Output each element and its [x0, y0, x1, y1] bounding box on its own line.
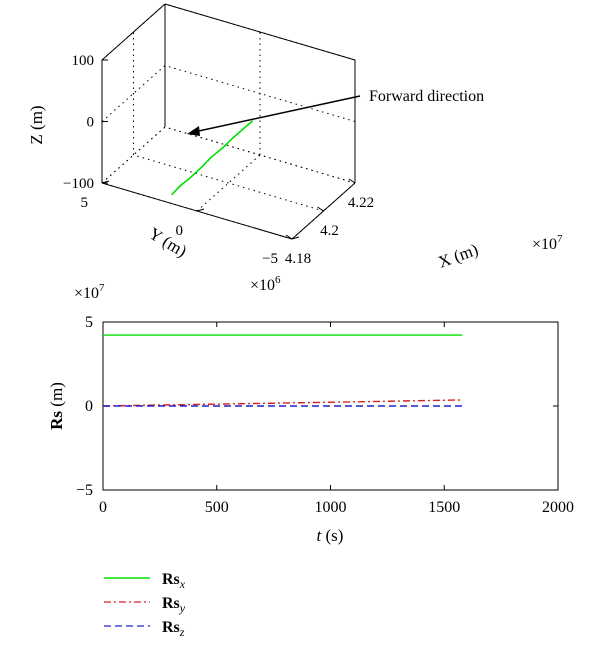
legend-label-rsz-sub: z — [179, 625, 185, 639]
x-axis-multiplier-exponent: 7 — [557, 233, 563, 245]
x-tick-label-2d: 2000 — [542, 499, 574, 516]
y-tick-mark — [291, 236, 300, 240]
tick-labels-3d: −100 0 100 −5 0 5 4.18 4.2 4.22 — [63, 53, 374, 267]
y-scale-multiplier-2d-base: ×10 — [74, 285, 99, 302]
legend-label-rsx: Rsx — [162, 571, 186, 591]
x-axis-label: X (m) — [436, 240, 481, 272]
x-axis-multiplier-base: ×10 — [532, 236, 557, 253]
legend-label-rsz: Rsz — [162, 619, 185, 639]
y-tick-mark — [101, 180, 110, 184]
x-tick-label-2d: 0 — [99, 499, 107, 516]
x-tick-label-2d: 1000 — [315, 499, 347, 516]
z-tick-label: 100 — [72, 53, 95, 69]
ticks-2d: 0 500 1000 1500 2000 −5 0 5 — [76, 314, 574, 516]
y-scale-multiplier-2d: ×107 — [74, 282, 105, 302]
x-tick-mark — [348, 178, 356, 184]
y-axis-label-2d-unit: (m) — [47, 382, 66, 411]
legend-label-rsy-main: Rs — [162, 595, 180, 612]
y-tick-label-2d: 5 — [85, 314, 93, 331]
y-tick-label: 0 — [176, 223, 184, 239]
x-tick-label: 4.18 — [285, 251, 311, 267]
grid-3d — [101, 3, 356, 240]
x-tick-label-2d: 500 — [205, 499, 229, 516]
x-axis-label-2d: t (s) — [317, 526, 344, 545]
series-line-rsy — [102, 399, 463, 407]
x-tick-label: 4.2 — [320, 223, 339, 239]
x-tick-mark — [317, 206, 324, 212]
x-axis-label-2d-variable: t — [317, 526, 323, 545]
y-tick-label-2d: −5 — [76, 482, 93, 499]
legend-label-rsy-sub: y — [179, 601, 186, 615]
y-axis-label-2d: Rs (m) — [47, 382, 66, 430]
y-axis-multiplier: ×106 — [250, 274, 281, 294]
z-tick-label: 0 — [87, 115, 95, 131]
grid-line-floor-x — [133, 154, 324, 212]
y-tick-label: −5 — [262, 251, 278, 267]
chart-2d: ×107 0 500 1000 1500 2000 −5 0 5 Rs (m) t (s) — [47, 282, 574, 545]
legend: Rsx Rsy Rsz — [104, 571, 186, 639]
y-tick-mark — [196, 208, 205, 212]
y-scale-multiplier-2d-exponent: 7 — [99, 282, 105, 294]
y-axis-label-2d-main: Rs — [47, 411, 66, 430]
grid-line-wall-z2 — [164, 65, 356, 122]
y-axis-multiplier-base: ×10 — [250, 277, 275, 294]
chart-3d: −100 0 100 −5 0 5 4.18 4.2 4.22 Z (m) Y (m) X (m… — [27, 3, 563, 294]
axes-box-3d — [101, 3, 356, 240]
legend-label-rsx-main: Rs — [162, 571, 180, 588]
y-tick-label: 5 — [81, 195, 89, 211]
legend-label-rsx-sub: x — [179, 577, 186, 591]
box-edge — [101, 3, 166, 61]
x-tick-mark — [285, 234, 293, 240]
box-edge — [164, 3, 356, 61]
legend-label-rsz-main: Rs — [162, 619, 180, 636]
forward-direction-arrowhead — [187, 126, 200, 136]
forward-direction-arrow — [193, 95, 361, 133]
x-axis-multiplier: ×107 — [532, 233, 563, 253]
series-3d — [171, 120, 254, 196]
x-tick-label: 4.22 — [348, 195, 374, 211]
trajectory-3d-line — [171, 120, 254, 196]
series-2d — [102, 334, 463, 407]
forward-direction-annotation: Forward direction — [369, 88, 484, 105]
y-axis-multiplier-exponent: 6 — [275, 274, 281, 286]
z-tick-label: −100 — [63, 176, 94, 192]
x-tick-label-2d: 1500 — [428, 499, 460, 516]
x-axis-label-2d-unit: (s) — [321, 526, 343, 545]
grid-line-wall-z2 — [164, 126, 356, 184]
z-axis-label: Z (m) — [27, 105, 46, 144]
y-axis-label: Y (m) — [146, 224, 190, 261]
y-tick-label-2d: 0 — [85, 398, 93, 415]
legend-label-rsy: Rsy — [162, 595, 186, 615]
